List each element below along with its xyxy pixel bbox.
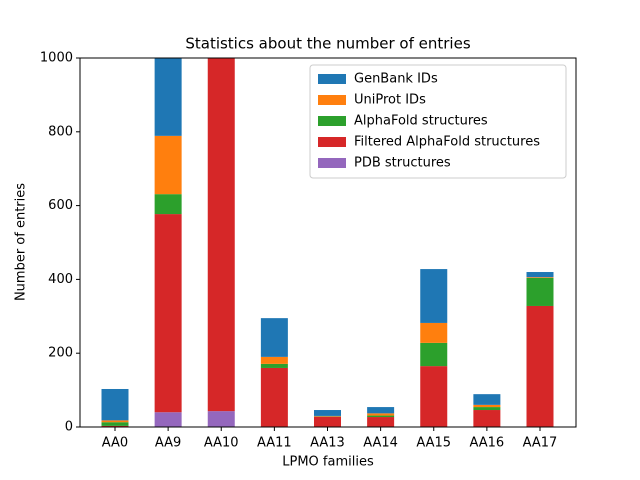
bar-segment <box>101 388 129 421</box>
bar-segment <box>154 135 182 195</box>
bar-segment <box>473 394 501 405</box>
bar-segment <box>367 415 395 418</box>
y-tick-label: 0 <box>65 420 73 435</box>
bar-segment <box>473 404 501 408</box>
legend-box <box>309 64 567 179</box>
legend-label: GenBank IDs <box>354 72 438 87</box>
bar-segment <box>473 410 501 427</box>
legend-label: Filtered AlphaFold structures <box>354 135 540 150</box>
bar-segment <box>207 411 235 427</box>
y-tick-label: 600 <box>48 198 73 213</box>
x-tick-label: AA13 <box>310 436 345 451</box>
bar-segment <box>154 214 182 413</box>
legend-label: UniProt IDs <box>354 93 426 108</box>
bar-segment <box>314 410 341 416</box>
bar-segment <box>473 407 501 411</box>
x-axis-label: LPMO families <box>282 455 374 470</box>
bar-segment <box>526 277 554 306</box>
legend-swatch <box>318 137 346 147</box>
bar-segment <box>260 367 288 427</box>
legend-swatch <box>318 95 346 105</box>
legend-swatch <box>318 158 346 168</box>
bar-segment <box>420 366 448 427</box>
bar-segment <box>526 277 554 278</box>
x-tick-label: AA14 <box>363 436 398 451</box>
y-tick-label: 200 <box>48 346 73 361</box>
bar-segment <box>367 407 395 414</box>
x-tick-label: AA17 <box>523 436 558 451</box>
bar-segment <box>101 422 129 426</box>
bar-segment <box>154 412 182 427</box>
bar-segment <box>101 420 129 423</box>
bar-segment <box>260 318 288 357</box>
bar-segment <box>154 194 182 215</box>
legend-swatch <box>318 116 346 126</box>
x-tick-label: AA16 <box>470 436 505 451</box>
bar-segment <box>367 413 395 416</box>
x-tick-label: AA0 <box>102 436 128 451</box>
y-axis-label: Number of entries <box>14 183 29 301</box>
y-tick-label: 800 <box>48 124 73 139</box>
x-tick-label: AA15 <box>416 436 451 451</box>
bar-segment <box>101 425 129 427</box>
chart-title: Statistics about the number of entries <box>185 35 470 53</box>
bar-segment <box>260 363 288 368</box>
bar-segment <box>526 305 554 427</box>
bar-segment <box>314 416 341 427</box>
legend-label: PDB structures <box>354 156 451 171</box>
bar-segment <box>367 417 395 427</box>
x-tick-label: AA9 <box>155 436 181 451</box>
y-tick-label: 1000 <box>40 51 73 66</box>
legend-label: AlphaFold structures <box>354 114 488 129</box>
plot-area <box>101 58 554 427</box>
bar-segment <box>526 272 554 278</box>
bar-segment <box>420 342 448 367</box>
legend-swatch <box>318 74 346 84</box>
y-tick-label: 400 <box>48 272 73 287</box>
bar-segment <box>420 269 448 323</box>
bar-segment <box>154 58 182 136</box>
x-tick-label: AA11 <box>257 436 292 451</box>
x-tick-label: AA10 <box>204 436 239 451</box>
bar-segment <box>420 322 448 343</box>
bar-segment <box>260 356 288 364</box>
bar-segment <box>207 58 235 412</box>
